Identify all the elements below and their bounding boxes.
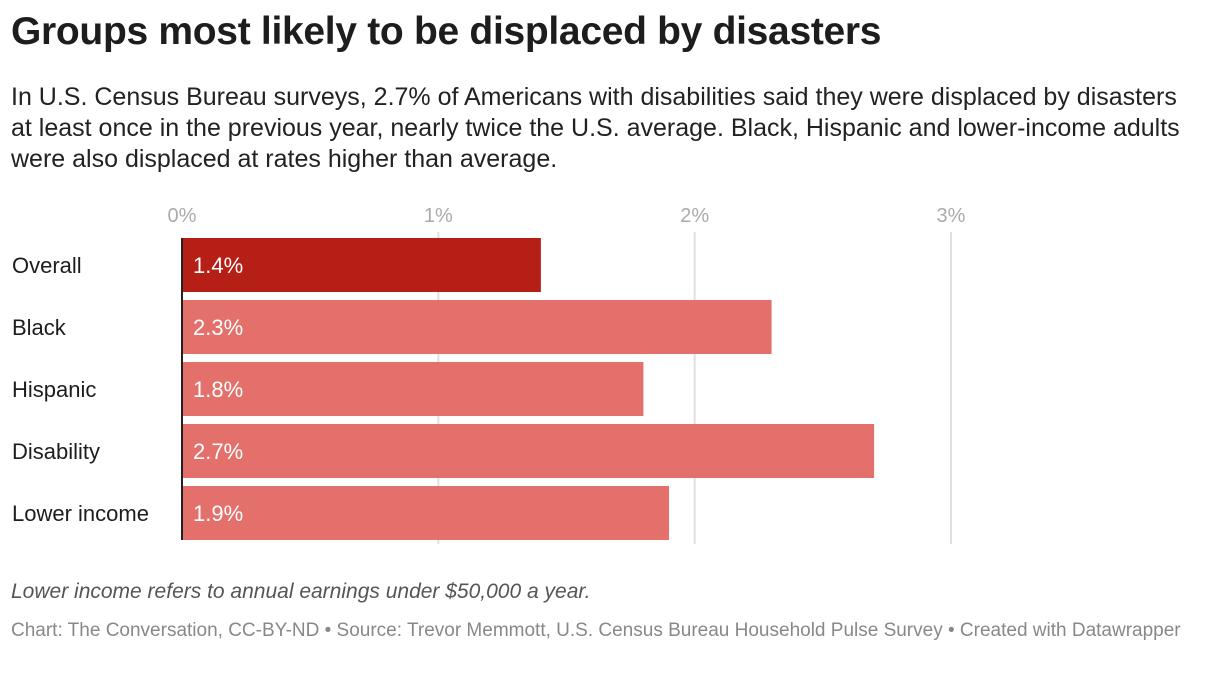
bar: [182, 362, 644, 416]
x-tick-label: 3%: [937, 205, 966, 227]
chart-title: Groups most likely to be displaced by di…: [11, 10, 882, 53]
category-label: Overall: [12, 253, 82, 278]
data-label: 1.9%: [193, 501, 243, 526]
data-label: 1.4%: [193, 253, 243, 278]
bar: [182, 238, 541, 292]
chart-footer: Chart: The Conversation, CC-BY-ND • Sour…: [11, 620, 1181, 641]
bar: [182, 486, 670, 540]
x-tick-label: 1%: [424, 205, 453, 227]
bar: [182, 300, 772, 354]
data-label: 2.7%: [193, 439, 243, 464]
category-label: Lower income: [12, 501, 149, 526]
data-label: 1.8%: [193, 377, 243, 402]
category-label: Hispanic: [12, 377, 96, 402]
x-tick-label: 2%: [680, 205, 709, 227]
bar: [182, 424, 875, 478]
bar-chart: 0% 1% 2% 3% Overall 1.4% Black 2.3% Hispanic 1.8%…: [12, 205, 966, 544]
data-label: 2.3%: [193, 315, 243, 340]
category-label: Black: [12, 315, 67, 340]
chart-notes: Lower income refers to annual earnings u…: [11, 580, 591, 603]
category-label: Disability: [12, 439, 100, 464]
x-tick-label: 0%: [168, 205, 197, 227]
chart-subtitle: In U.S. Census Bureau surveys, 2.7% of A…: [11, 83, 1180, 173]
